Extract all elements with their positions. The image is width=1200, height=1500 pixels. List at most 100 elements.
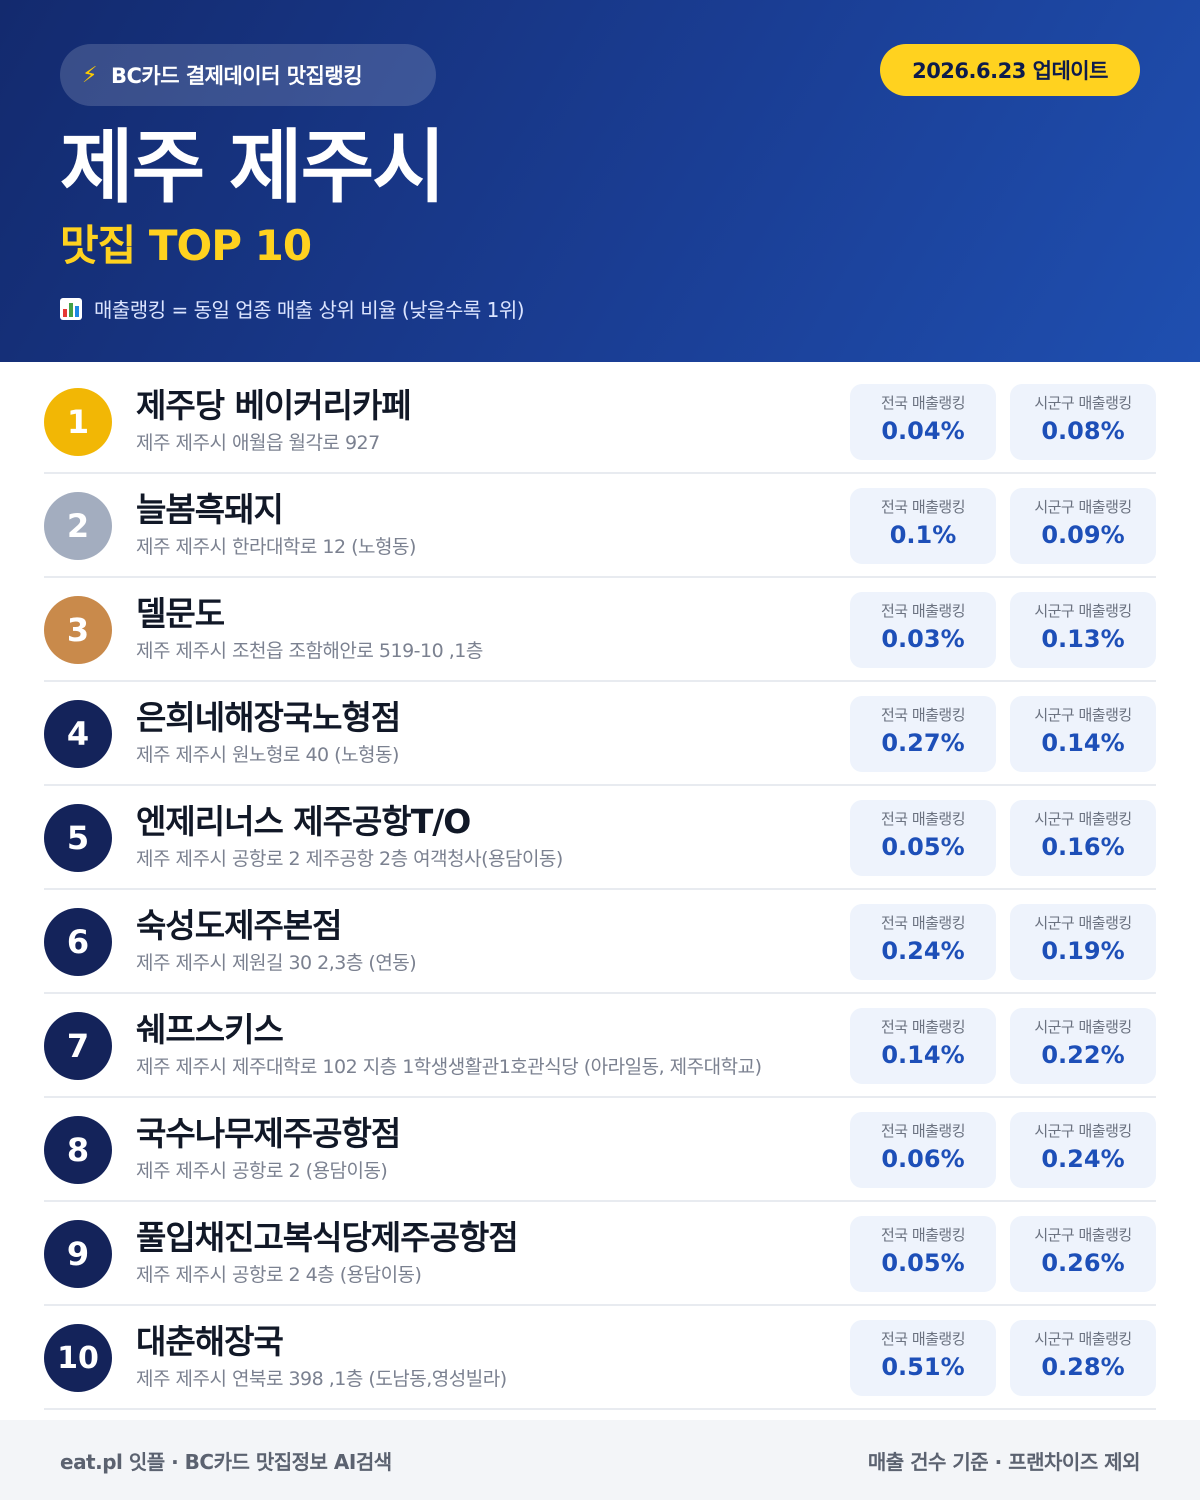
- national-ranking-card: 전국 매출랭킹 0.27%: [850, 696, 996, 772]
- restaurant-row[interactable]: 3 델문도 제주 제주시 조천읍 조함해안로 519-10 ,1층 전국 매출랭…: [44, 578, 1156, 682]
- restaurant-row[interactable]: 1 제주당 베이커리카페 제주 제주시 애월읍 월각로 927 전국 매출랭킹 …: [44, 370, 1156, 474]
- rank-badge: 4: [44, 700, 112, 768]
- national-ranking-value: 0.05%: [881, 1249, 965, 1277]
- national-ranking-label: 전국 매출랭킹: [880, 914, 966, 932]
- national-ranking-value: 0.03%: [881, 625, 965, 653]
- local-ranking-label: 시군구 매출랭킹: [1034, 498, 1132, 516]
- restaurant-name[interactable]: 늘봄흑돼지: [136, 490, 284, 529]
- local-ranking-label: 시군구 매출랭킹: [1034, 1226, 1132, 1244]
- local-ranking-label: 시군구 매출랭킹: [1034, 914, 1132, 932]
- restaurant-list: 1 제주당 베이커리카페 제주 제주시 애월읍 월각로 927 전국 매출랭킹 …: [44, 370, 1156, 1410]
- local-ranking-card: 시군구 매출랭킹 0.24%: [1010, 1112, 1156, 1188]
- local-ranking-value: 0.08%: [1041, 417, 1125, 445]
- local-ranking-label: 시군구 매출랭킹: [1034, 706, 1132, 724]
- local-ranking-card: 시군구 매출랭킹 0.19%: [1010, 904, 1156, 980]
- rank-badge: 5: [44, 804, 112, 872]
- lightning-icon: ⚡: [82, 62, 97, 88]
- local-ranking-label: 시군구 매출랭킹: [1034, 1330, 1132, 1348]
- national-ranking-label: 전국 매출랭킹: [880, 498, 966, 516]
- update-date-badge: 2026.6.23 업데이트: [880, 44, 1140, 96]
- ranking-legend: 매출랭킹 = 동일 업종 매출 상위 비율 (낮을수록 1위): [60, 294, 525, 323]
- restaurant-name[interactable]: 숙성도제주본점: [136, 906, 343, 945]
- local-ranking-card: 시군구 매출랭킹 0.09%: [1010, 488, 1156, 564]
- restaurant-address: 제주 제주시 한라대학로 12 (노형동): [136, 536, 416, 558]
- national-ranking-card: 전국 매출랭킹 0.03%: [850, 592, 996, 668]
- restaurant-row[interactable]: 7 쉐프스키스 제주 제주시 제주대학로 102 지층 1학생생활관1호관식당 …: [44, 994, 1156, 1098]
- restaurant-row[interactable]: 9 풀입채진고복식당제주공항점 제주 제주시 공항로 2 4층 (용담이동) 전…: [44, 1202, 1156, 1306]
- local-ranking-value: 0.26%: [1041, 1249, 1125, 1277]
- restaurant-row[interactable]: 6 숙성도제주본점 제주 제주시 제원길 30 2,3층 (연동) 전국 매출랭…: [44, 890, 1156, 994]
- local-ranking-label: 시군구 매출랭킹: [1034, 394, 1132, 412]
- national-ranking-label: 전국 매출랭킹: [880, 1122, 966, 1140]
- local-ranking-card: 시군구 매출랭킹 0.22%: [1010, 1008, 1156, 1084]
- rank-badge: 7: [44, 1012, 112, 1080]
- rank-badge: 9: [44, 1220, 112, 1288]
- national-ranking-value: 0.1%: [889, 521, 957, 549]
- page-title: 제주 제주시: [60, 121, 446, 214]
- local-ranking-card: 시군구 매출랭킹 0.13%: [1010, 592, 1156, 668]
- restaurant-name[interactable]: 국수나무제주공항점: [136, 1114, 401, 1153]
- national-ranking-card: 전국 매출랭킹 0.24%: [850, 904, 996, 980]
- restaurant-address: 제주 제주시 연북로 398 ,1층 (도남동,영성빌라): [136, 1368, 507, 1390]
- restaurant-row[interactable]: 10 대춘해장국 제주 제주시 연북로 398 ,1층 (도남동,영성빌라) 전…: [44, 1306, 1156, 1410]
- restaurant-address: 제주 제주시 원노형로 40 (노형동): [136, 744, 399, 766]
- restaurant-row[interactable]: 2 늘봄흑돼지 제주 제주시 한라대학로 12 (노형동) 전국 매출랭킹 0.…: [44, 474, 1156, 578]
- restaurant-name[interactable]: 제주당 베이커리카페: [136, 386, 412, 425]
- rank-badge: 10: [44, 1324, 112, 1392]
- restaurant-address: 제주 제주시 공항로 2 제주공항 2층 여객청사(용담이동): [136, 848, 563, 870]
- local-ranking-card: 시군구 매출랭킹 0.14%: [1010, 696, 1156, 772]
- local-ranking-card: 시군구 매출랭킹 0.08%: [1010, 384, 1156, 460]
- local-ranking-card: 시군구 매출랭킹 0.28%: [1010, 1320, 1156, 1396]
- national-ranking-value: 0.27%: [881, 729, 965, 757]
- local-ranking-label: 시군구 매출랭킹: [1034, 810, 1132, 828]
- national-ranking-card: 전국 매출랭킹 0.1%: [850, 488, 996, 564]
- restaurant-row[interactable]: 8 국수나무제주공항점 제주 제주시 공항로 2 (용담이동) 전국 매출랭킹 …: [44, 1098, 1156, 1202]
- national-ranking-label: 전국 매출랭킹: [880, 602, 966, 620]
- footer-source: eat.pl 잇플 · BC카드 맛집정보 AI검색: [60, 1449, 392, 1474]
- restaurant-name[interactable]: 델문도: [136, 594, 225, 633]
- local-ranking-value: 0.22%: [1041, 1041, 1125, 1069]
- national-ranking-value: 0.14%: [881, 1041, 965, 1069]
- national-ranking-value: 0.24%: [881, 937, 965, 965]
- rank-badge: 8: [44, 1116, 112, 1184]
- national-ranking-card: 전국 매출랭킹 0.05%: [850, 1216, 996, 1292]
- source-badge: ⚡ BC카드 결제데이터 맛집랭킹: [60, 44, 436, 106]
- restaurant-name[interactable]: 엔제리너스 제주공항T/O: [136, 802, 471, 841]
- footer-note: 매출 건수 기준 · 프랜차이즈 제외: [867, 1449, 1141, 1474]
- rank-badge: 6: [44, 908, 112, 976]
- restaurant-name[interactable]: 쉐프스키스: [136, 1010, 284, 1049]
- national-ranking-value: 0.05%: [881, 833, 965, 861]
- footer: eat.pl 잇플 · BC카드 맛집정보 AI검색 매출 건수 기준 · 프랜…: [0, 1420, 1200, 1500]
- national-ranking-label: 전국 매출랭킹: [880, 810, 966, 828]
- national-ranking-card: 전국 매출랭킹 0.05%: [850, 800, 996, 876]
- local-ranking-value: 0.24%: [1041, 1145, 1125, 1173]
- bar-chart-icon: [60, 297, 82, 320]
- restaurant-address: 제주 제주시 애월읍 월각로 927: [136, 432, 380, 454]
- national-ranking-label: 전국 매출랭킹: [880, 1226, 966, 1244]
- local-ranking-value: 0.28%: [1041, 1353, 1125, 1381]
- rank-badge: 2: [44, 492, 112, 560]
- rank-badge: 3: [44, 596, 112, 664]
- restaurant-row[interactable]: 5 엔제리너스 제주공항T/O 제주 제주시 공항로 2 제주공항 2층 여객청…: [44, 786, 1156, 890]
- local-ranking-value: 0.19%: [1041, 937, 1125, 965]
- national-ranking-card: 전국 매출랭킹 0.51%: [850, 1320, 996, 1396]
- national-ranking-label: 전국 매출랭킹: [880, 706, 966, 724]
- restaurant-name[interactable]: 은희네해장국노형점: [136, 698, 401, 737]
- restaurant-name[interactable]: 대춘해장국: [136, 1322, 284, 1361]
- national-ranking-value: 0.51%: [881, 1353, 965, 1381]
- national-ranking-card: 전국 매출랭킹 0.04%: [850, 384, 996, 460]
- rank-badge: 1: [44, 388, 112, 456]
- source-label: BC카드 결제데이터 맛집랭킹: [110, 64, 363, 88]
- restaurant-row[interactable]: 4 은희네해장국노형점 제주 제주시 원노형로 40 (노형동) 전국 매출랭킹…: [44, 682, 1156, 786]
- restaurant-address: 제주 제주시 공항로 2 (용담이동): [136, 1160, 388, 1182]
- national-ranking-value: 0.04%: [881, 417, 965, 445]
- header-banner: ⚡ BC카드 결제데이터 맛집랭킹 2026.6.23 업데이트 제주 제주시 …: [0, 0, 1200, 362]
- national-ranking-card: 전국 매출랭킹 0.14%: [850, 1008, 996, 1084]
- national-ranking-label: 전국 매출랭킹: [880, 1018, 966, 1036]
- local-ranking-label: 시군구 매출랭킹: [1034, 602, 1132, 620]
- local-ranking-card: 시군구 매출랭킹 0.26%: [1010, 1216, 1156, 1292]
- restaurant-address: 제주 제주시 제원길 30 2,3층 (연동): [136, 952, 417, 974]
- restaurant-name[interactable]: 풀입채진고복식당제주공항점: [136, 1218, 519, 1257]
- local-ranking-value: 0.13%: [1041, 625, 1125, 653]
- restaurant-address: 제주 제주시 조천읍 조함해안로 519-10 ,1층: [136, 640, 483, 662]
